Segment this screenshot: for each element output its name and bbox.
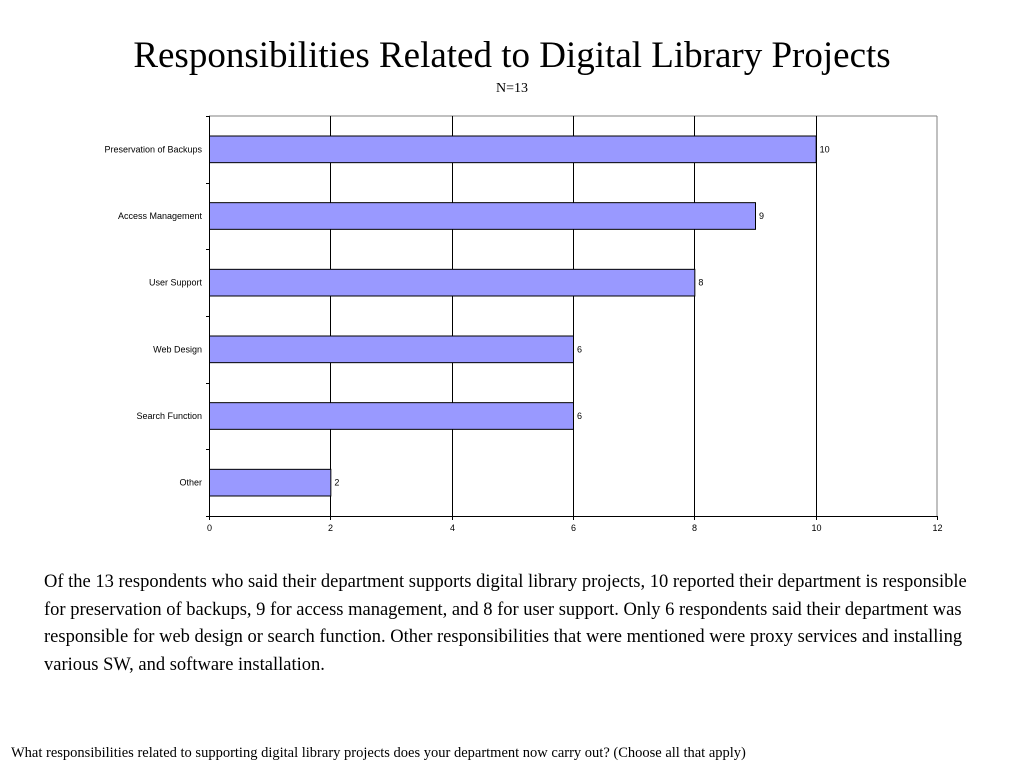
x-tick-label: 8 — [692, 523, 697, 533]
data-label: 2 — [334, 478, 339, 488]
x-tick-label: 0 — [207, 523, 212, 533]
slide-title: Responsibilities Related to Digital Libr… — [133, 35, 891, 76]
summary-paragraph: Of the 13 respondents who said their dep… — [44, 572, 967, 675]
category-label: Web Design — [153, 344, 202, 354]
x-tick-label: 2 — [328, 523, 333, 533]
category-label: Other — [179, 478, 202, 488]
data-label: 6 — [577, 411, 582, 421]
category-label: User Support — [149, 278, 203, 288]
bar-access-management — [209, 202, 756, 230]
bar-user-support — [209, 268, 696, 297]
data-label: 6 — [577, 344, 582, 354]
bar-web-design — [209, 335, 574, 364]
x-tick-label: 12 — [932, 523, 942, 533]
bar-preservation-of-backups — [209, 135, 817, 164]
data-label: 8 — [698, 278, 703, 288]
x-tick-label: 6 — [571, 523, 576, 533]
data-label: 10 — [820, 144, 830, 154]
x-tick-label: 10 — [811, 523, 821, 533]
bar-other — [209, 468, 332, 497]
category-label: Preservation of Backups — [104, 144, 202, 154]
data-label: 9 — [759, 211, 764, 221]
x-tick-label: 4 — [450, 523, 455, 533]
bar-search-function — [209, 402, 574, 430]
category-label: Access Management — [118, 211, 203, 221]
category-label: Search Function — [136, 411, 202, 421]
slide-subtitle: N=13 — [495, 81, 528, 96]
survey-question: What responsibilities related to support… — [11, 745, 746, 761]
bar-chart: 0 2 4 6 8 10 12 Preservation of Backups 10 Access… — [104, 115, 943, 533]
